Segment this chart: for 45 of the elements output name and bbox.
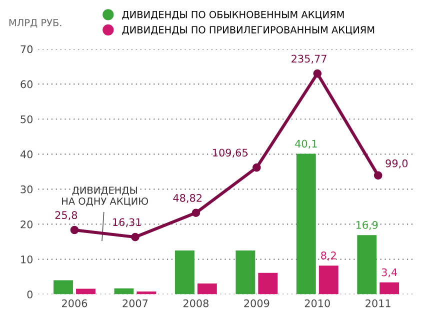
point (70, 226, 79, 234)
data-label: 16,31 (113, 218, 141, 228)
legend-label: ДИВИДЕНДЫ ПО ОБЫКНОВЕННЫМ АКЦИЯМ (122, 10, 344, 20)
data-label: 235,77 (292, 54, 326, 64)
point (252, 163, 261, 172)
bar (357, 235, 377, 294)
bar (174, 250, 194, 294)
bar (258, 272, 278, 294)
y-axis-title: МЛРД РУБ. (9, 19, 62, 28)
x-tick-label: 2010 (304, 299, 330, 308)
data-label: 3,4 (382, 268, 398, 278)
point (131, 232, 140, 242)
bar (54, 280, 73, 294)
y-tick-label: 50 (20, 115, 33, 124)
data-label: 40,1 (295, 140, 317, 149)
annotation: ДИВИДЕНДЫ НА ОДНУ АКЦИЮ (62, 186, 148, 206)
y-tick-label: 40 (20, 150, 33, 158)
data-label: 25,8 (55, 211, 78, 220)
bar (114, 288, 134, 294)
y-tick-label: 20 (20, 220, 33, 228)
bar (380, 282, 400, 294)
x-tick-label: 2008 (183, 299, 208, 308)
bar (236, 250, 256, 294)
data-label: 109,65 (213, 148, 248, 158)
y-tick-label: 30 (20, 185, 33, 194)
data-label: 16,9 (356, 221, 378, 230)
x-tick-label: 2006 (62, 299, 88, 308)
bar (76, 288, 96, 294)
data-label: 48,82 (173, 194, 202, 203)
y-tick-label: 10 (21, 255, 33, 264)
y-tick-label: 70 (20, 45, 33, 54)
data-label: 99,0 (386, 159, 408, 168)
point (374, 171, 382, 180)
point (192, 208, 200, 218)
data-label: 8,2 (321, 252, 336, 260)
y-tick-label: 60 (20, 80, 33, 88)
bar (318, 266, 338, 294)
x-tick-label: 2007 (122, 299, 148, 308)
x-tick-label: 2009 (244, 299, 270, 308)
x-tick-label: 2011 (366, 299, 390, 308)
bar (197, 283, 217, 294)
bar (296, 154, 316, 294)
point (313, 69, 322, 78)
y-tick-label: 0 (27, 290, 33, 298)
legend-label: ДИВИДЕНДЫ ПО ПРИВИЛЕГИРОВАННЫМ АКЦИЯМ (122, 26, 374, 35)
